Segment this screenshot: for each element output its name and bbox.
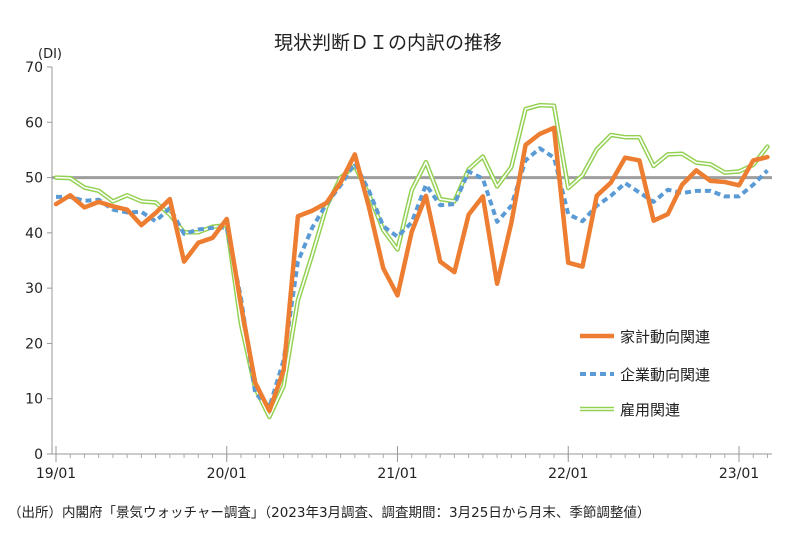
x-tick-label: 23/01: [719, 466, 759, 482]
legend-label: 家計動向関連: [620, 328, 710, 346]
y-tick-label: 30: [25, 281, 43, 297]
y-tick-label: 20: [25, 336, 43, 352]
x-tick-label: 21/01: [377, 466, 417, 482]
x-tick-label: 20/01: [207, 466, 247, 482]
y-tick-label: 0: [34, 447, 43, 463]
y-tick-label: 40: [25, 226, 43, 242]
series-group: [53, 102, 770, 420]
y-tick-label: 60: [25, 115, 43, 131]
y-tick-label: 50: [25, 171, 43, 187]
source-note: （出所）内閣府「景気ウォッチャー調査」（2023年3月調査、調査期間：3月25日…: [8, 505, 650, 521]
x-tick-label: 19/01: [36, 466, 76, 482]
y-axis-unit-label: (DI): [38, 47, 62, 62]
series-line-kakei: [53, 125, 770, 414]
chart-title: 現状判断ＤＩの内訳の推移: [274, 32, 502, 54]
plot-area: [51, 67, 772, 455]
legend-label: 雇用関連: [620, 401, 680, 419]
y-axis: 0 10 20 30 40 50 60 70: [25, 60, 52, 463]
y-tick-label: 70: [25, 60, 43, 76]
y-tick-label: 10: [25, 392, 43, 408]
legend-label: 企業動向関連: [620, 366, 710, 384]
x-axis: 19/01 20/01 21/01 22/01 23/01: [36, 446, 768, 482]
x-tick-label: 22/01: [548, 466, 588, 482]
